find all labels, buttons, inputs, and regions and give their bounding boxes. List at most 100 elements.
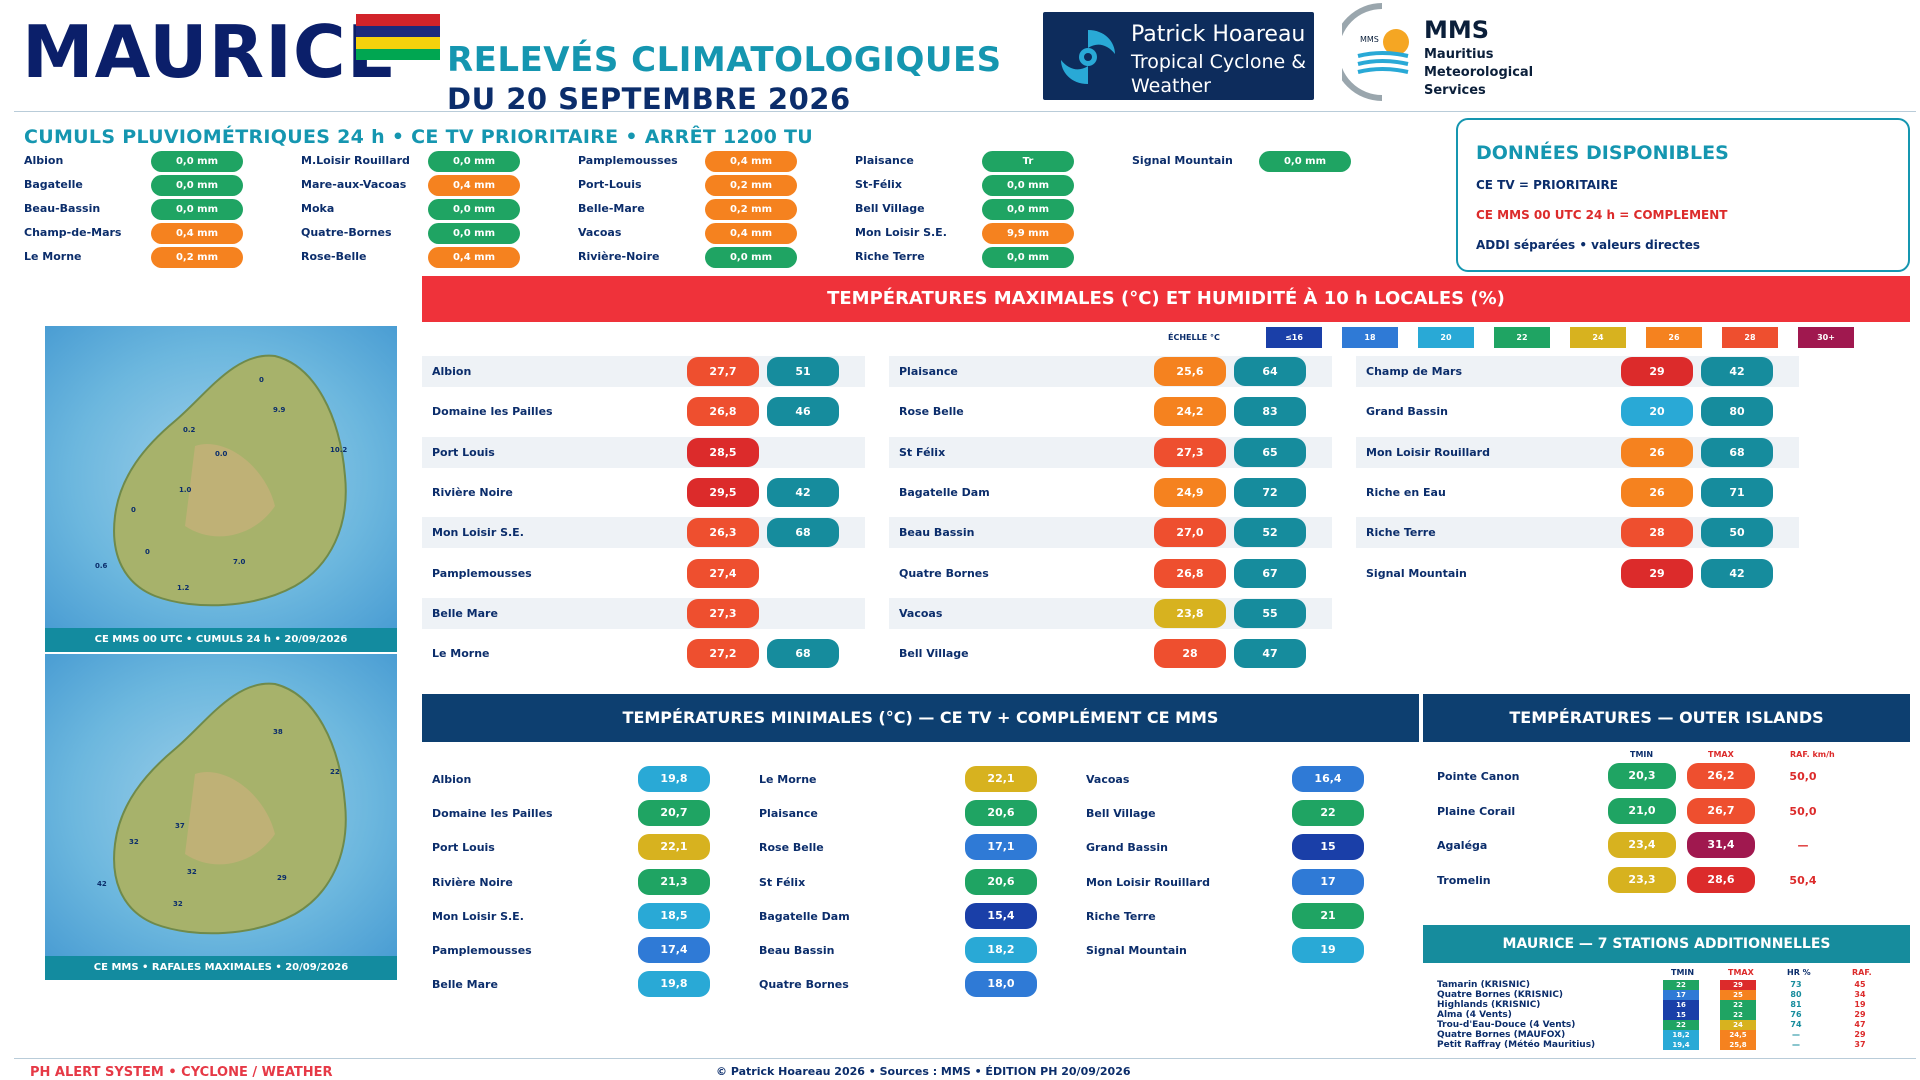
subtitle: RELEVÉS CLIMATOLOGIQUES [447,40,1002,80]
rain-map-caption: CE MMS 00 UTC • CUMULS 24 h • 20/09/2026 [45,628,397,652]
tmin-station-label: Port Louis [432,841,495,855]
humidity-value: 80 [1701,397,1773,427]
extra-gust: 37 [1854,1040,1866,1049]
extra-col-raf: RAF. [1852,968,1872,977]
rain-value-pill: 0,0 mm [1259,151,1351,172]
tmax-value: 26,8 [687,397,759,427]
map-gust-label: 32 [129,838,139,846]
map-gust-label: 37 [175,822,185,830]
scale-chip: 24 [1570,327,1626,348]
extra-tmax: 25,8 [1720,1040,1756,1050]
rain-station-label: Le Morne [24,250,82,263]
scale-chip: 26 [1646,327,1702,348]
tmax-station-label: Riche Terre [1366,526,1436,540]
extra-tmin: 19,4 [1663,1040,1699,1050]
extra-gust: 34 [1854,990,1866,999]
extra-station-label: Quatre Bornes (KRISNIC) [1437,990,1564,1000]
tmin-station-label: Le Morne [759,773,817,786]
tmax-value: 28 [1154,639,1226,669]
extra-tmin: 22 [1663,980,1699,990]
humidity-value: 42 [767,477,839,507]
outer-station-label: Agaléga [1437,839,1488,852]
humidity-value: 83 [1234,397,1306,427]
map-rain-label: 0 [259,376,264,384]
tmin-value: 19,8 [638,971,710,998]
tmax-value: 26 [1621,437,1693,467]
rain-station-label: Signal Mountain [1132,154,1233,167]
rain-value-pill: 0,0 mm [151,199,243,220]
data-availability-box: DONNÉES DISPONIBLES CE TV = PRIORITAIRE … [1456,118,1910,272]
extra-tmax: 24,5 [1720,1030,1756,1040]
tmin-station-label: Beau Bassin [759,944,835,957]
scale-chip: 18 [1342,327,1398,348]
rain-value-pill: 0,0 mm [151,151,243,172]
extra-col-hr: HR % [1787,968,1811,977]
tmax-value: 25,6 [1154,357,1226,386]
rain-station-label: Mare-aux-Vacoas [301,178,407,191]
tmin-value: 15,4 [965,902,1037,929]
tmax-station-label: Albion [432,365,472,378]
tmin-station-label: Belle Mare [432,978,498,992]
rain-station-label: Pamplemousses [578,154,678,167]
tmin-value: 19,8 [638,766,710,792]
tmin-station-label: Riche Terre [1086,909,1156,923]
rain-value-pill: 0,0 mm [428,223,520,244]
map-gust-label: 32 [187,868,197,876]
extra-tmax: 25 [1720,990,1756,1000]
outer-gust: — [1797,839,1809,852]
tmin-station-label: Signal Mountain [1086,944,1187,957]
outer-station-label: Plaine Corail [1437,804,1516,818]
tmax-station-card: Vacoas 23,8 55 [889,597,1332,629]
outer-gust: 50,0 [1789,804,1817,818]
tmax-station-card: Port Louis 28,5 [422,436,865,468]
map-rain-label: 0.2 [183,426,196,434]
gust-map: 38 22 37 32 42 32 29 32 [45,654,397,956]
tmax-value: 27,4 [687,558,759,588]
scale-chip: 22 [1494,327,1550,348]
tmax-value: 27,0 [1154,518,1226,548]
tmin-value: 18,0 [965,971,1037,998]
tmax-station-label: Plaisance [899,365,958,378]
date-subtitle: DU 20 SEPTEMBRE 2026 [447,82,851,116]
rain-station-label: Vacoas [578,226,622,239]
outer-col-tmax: TMAX [1708,750,1734,759]
tmax-value: 29,5 [687,477,759,507]
humidity-value: 55 [1234,598,1306,628]
rain-value-pill: 0,2 mm [705,175,797,196]
humidity-value: 72 [1234,477,1306,507]
extra-station-label: Petit Raffray (Météo Mauritius) [1437,1040,1596,1050]
tmax-value: 24,2 [1154,397,1226,427]
mms-logo-text: MMS [1360,35,1379,44]
rain-station-label: Plaisance [855,154,914,167]
tmin-value: 21,3 [638,868,710,895]
scale-chip: 20 [1418,327,1474,348]
outer-gust: 50,4 [1789,873,1817,887]
map-rain-label: 1.0 [179,486,192,494]
map-gust-label: 38 [273,728,283,736]
rain-station-label: Quatre-Bornes [301,226,392,239]
map-rain-label: 9.9 [273,406,286,414]
tmax-station-card: Albion 27,7 51 [422,356,865,387]
extra-hr: 74 [1790,1020,1802,1029]
humidity-value: 50 [1701,518,1773,548]
humidity-value: 68 [767,518,839,548]
tmax-station-card: Mon Loisir Rouillard 26 68 [1356,436,1799,468]
tmin-value: 17,1 [965,834,1037,861]
tmax-station-card: Signal Mountain 29 42 [1356,557,1799,589]
tmax-station-card: Domaine les Pailles 26,8 46 [422,396,865,428]
map-gust-label: 32 [173,900,183,908]
tmax-value: 29 [1621,558,1693,588]
tmin-station-label: Mon Loisir Rouillard [1086,875,1210,889]
tmax-station-label: Pamplemousses [432,566,532,580]
tmax-station-label: Mon Loisir Rouillard [1366,445,1490,459]
extra-hr: — [1792,1040,1800,1049]
humidity-value: 42 [1701,357,1773,386]
page-title: MAURICE [22,10,397,94]
rain-value-pill: 0,4 mm [428,247,520,268]
tmax-station-label: Signal Mountain [1366,566,1467,580]
tmax-station-card: Champ de Mars 29 42 [1356,356,1799,387]
tmin-station-label: Grand Bassin [1086,841,1168,855]
rain-value-pill: 0,2 mm [705,199,797,220]
tmax-station-card: Bagatelle Dam 24,9 72 [889,476,1332,508]
mauritius-map-icon [113,354,347,607]
